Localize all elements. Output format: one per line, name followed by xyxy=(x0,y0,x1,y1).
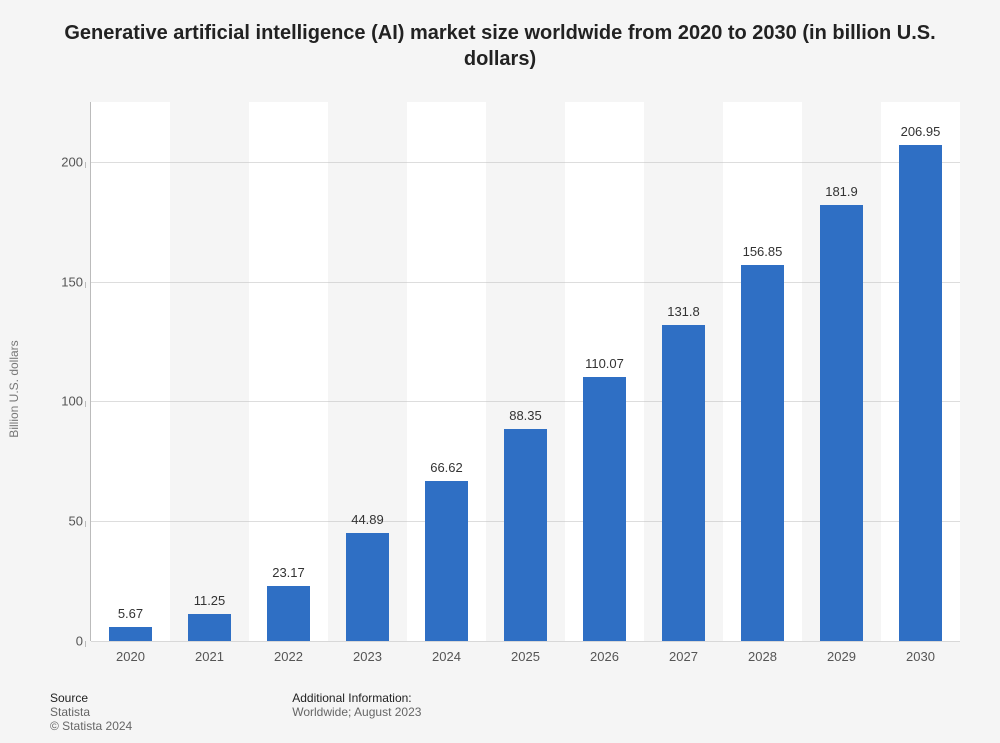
chart-zone: Billion U.S. dollars 0501001502005.67202… xyxy=(20,82,980,681)
bar: 23.17 xyxy=(267,586,310,642)
info-block: Additional Information: Worldwide; Augus… xyxy=(292,691,421,733)
chart-container: Generative artificial intelligence (AI) … xyxy=(0,0,1000,743)
bar: 131.8 xyxy=(662,325,705,641)
bar: 44.89 xyxy=(346,533,389,641)
chart-title: Generative artificial intelligence (AI) … xyxy=(20,20,980,82)
y-tick-label: 150 xyxy=(61,274,91,289)
bar-value-label: 44.89 xyxy=(351,512,384,533)
bar: 110.07 xyxy=(583,377,626,641)
bar: 88.35 xyxy=(504,429,547,641)
bar-value-label: 23.17 xyxy=(272,565,305,586)
x-tick-label: 2026 xyxy=(590,641,619,664)
y-tick-label: 100 xyxy=(61,394,91,409)
bar-value-label: 5.67 xyxy=(118,606,143,627)
plot-wrap: 0501001502005.67202011.25202123.17202244… xyxy=(90,102,960,641)
bar: 11.25 xyxy=(188,614,231,641)
plot-stripe xyxy=(91,102,170,641)
x-tick-label: 2029 xyxy=(827,641,856,664)
source-heading: Source xyxy=(50,691,132,705)
x-tick-label: 2025 xyxy=(511,641,540,664)
bar-value-label: 131.8 xyxy=(667,304,700,325)
bar-value-label: 110.07 xyxy=(585,356,624,377)
x-tick-label: 2020 xyxy=(116,641,145,664)
bar-value-label: 181.9 xyxy=(825,184,858,205)
bar: 5.67 xyxy=(109,627,152,641)
y-tick-label: 50 xyxy=(69,514,91,529)
bar: 156.85 xyxy=(741,265,784,641)
y-tick-label: 200 xyxy=(61,154,91,169)
x-tick-label: 2028 xyxy=(748,641,777,664)
info-heading: Additional Information: xyxy=(292,691,421,705)
info-value: Worldwide; August 2023 xyxy=(292,705,421,719)
x-tick-label: 2023 xyxy=(353,641,382,664)
gridline xyxy=(91,162,960,163)
source-value: Statista xyxy=(50,705,132,719)
x-tick-label: 2030 xyxy=(906,641,935,664)
bar-value-label: 156.85 xyxy=(743,244,783,265)
bar-value-label: 88.35 xyxy=(509,408,542,429)
plot-stripe xyxy=(249,102,328,641)
source-block: Source Statista © Statista 2024 xyxy=(50,691,132,733)
plot-area: 0501001502005.67202011.25202123.17202244… xyxy=(90,102,960,641)
x-tick-label: 2024 xyxy=(432,641,461,664)
copyright: © Statista 2024 xyxy=(50,719,132,733)
x-tick-label: 2022 xyxy=(274,641,303,664)
y-axis-label: Billion U.S. dollars xyxy=(7,340,21,437)
x-tick-label: 2027 xyxy=(669,641,698,664)
bar: 206.95 xyxy=(899,145,942,641)
y-tick-label: 0 xyxy=(76,634,91,649)
chart-footer: Source Statista © Statista 2024 Addition… xyxy=(20,681,980,733)
bar-value-label: 66.62 xyxy=(430,460,463,481)
bar: 66.62 xyxy=(425,481,468,641)
bar-value-label: 11.25 xyxy=(194,593,226,614)
x-tick-label: 2021 xyxy=(195,641,224,664)
bar: 181.9 xyxy=(820,205,863,641)
bar-value-label: 206.95 xyxy=(901,124,941,145)
